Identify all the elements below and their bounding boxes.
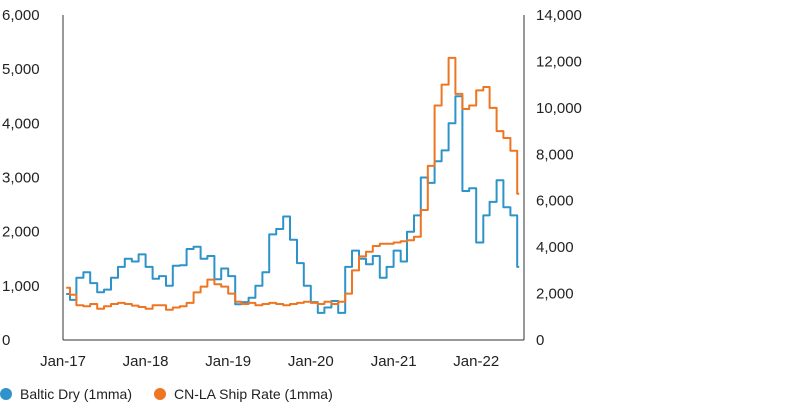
y-right-tick-label: 14,000 — [536, 7, 582, 24]
chart-legend: Baltic Dry (1mma) CN-LA Ship Rate (1mma) — [0, 384, 355, 404]
y-right-tick-label: 6,000 — [536, 193, 574, 210]
y-left-tick-label: 4,000 — [2, 115, 40, 132]
x-tick-label: Jan-17 — [40, 353, 86, 370]
x-tick-label: Jan-18 — [123, 353, 169, 370]
line-chart: 0 1,000 2,000 3,000 4,000 5,000 6,000 0 2,000 4,0… — [2, 7, 582, 370]
y-right-tick-label: 10,000 — [536, 100, 582, 117]
x-tick-label: Jan-19 — [205, 353, 251, 370]
legend-swatch-baltic-dry — [0, 388, 12, 400]
series-line-baltic-dry — [66, 95, 520, 314]
legend-item-baltic-dry: Baltic Dry (1mma) — [0, 386, 132, 402]
y-right-tick-label: 0 — [536, 332, 544, 349]
legend-item-cn-la-ship-rate: CN-LA Ship Rate (1mma) — [154, 386, 333, 402]
series-line-cn-la-ship-rate — [66, 56, 520, 311]
y-left-tick-label: 2,000 — [2, 224, 40, 241]
x-tick-label: Jan-22 — [453, 353, 499, 370]
y-left-tick-label: 0 — [2, 332, 10, 349]
y-left-tick-label: 5,000 — [2, 61, 40, 78]
y-left-tick-label: 3,000 — [2, 170, 40, 187]
y-right-tick-label: 4,000 — [536, 239, 574, 256]
y-right-tick-label: 8,000 — [536, 146, 574, 163]
y-right-tick-label: 12,000 — [536, 53, 582, 70]
y-right-tick-label: 2,000 — [536, 286, 574, 303]
x-tick-label: Jan-20 — [288, 353, 334, 370]
chart-axes — [62, 15, 525, 341]
y-left-tick-label: 1,000 — [2, 278, 40, 295]
chart-tick-labels: 0 1,000 2,000 3,000 4,000 5,000 6,000 0 2,000 4,0… — [2, 7, 582, 370]
legend-swatch-cn-la-ship-rate — [154, 388, 167, 400]
x-tick-label: Jan-21 — [371, 353, 417, 370]
y-left-tick-label: 6,000 — [2, 7, 40, 24]
legend-label-cn-la-ship-rate: CN-LA Ship Rate (1mma) — [174, 386, 333, 402]
legend-label-baltic-dry: Baltic Dry (1mma) — [20, 386, 133, 402]
chart-series-lines — [66, 56, 520, 314]
